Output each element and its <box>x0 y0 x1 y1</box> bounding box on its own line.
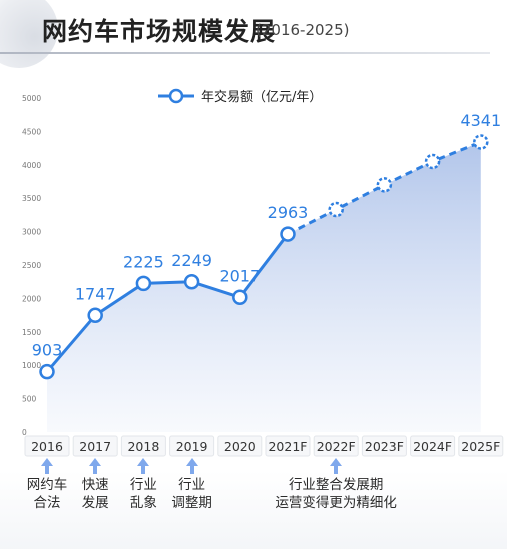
x-tick-label: 2021F <box>268 439 307 454</box>
milestone: 行业 调整期 <box>162 458 222 512</box>
milestone-line1: 行业整合发展期 <box>288 477 384 493</box>
milestone-line2: 发展 <box>81 495 109 511</box>
x-tick-box <box>169 435 215 457</box>
data-point <box>87 307 103 324</box>
data-point <box>280 226 296 242</box>
y-tick-label: 2500 <box>22 261 41 270</box>
x-tick-label: 2018 <box>127 439 159 454</box>
milestone-line1: 行业 <box>129 477 157 493</box>
x-tick-label: 2023F <box>365 439 404 454</box>
y-tick-label: 1000 <box>22 361 41 370</box>
up-arrow-icon <box>89 458 102 474</box>
x-tick-box <box>458 435 504 457</box>
data-point <box>376 177 393 193</box>
page-title: 网约车市场规模发展 <box>42 17 277 46</box>
x-tick-box <box>217 435 263 457</box>
data-label: 2017 <box>219 266 260 285</box>
y-tick-label: 1500 <box>22 328 41 337</box>
milestone-line1: 快速 <box>81 477 109 493</box>
milestone-line2: 调整期 <box>171 495 212 511</box>
data-point <box>135 275 152 292</box>
x-tick-label: 2024F <box>413 439 452 454</box>
bottom-background <box>0 470 507 549</box>
x-tick-label: 2025F <box>461 439 500 454</box>
data-point <box>424 153 441 170</box>
legend: 年交易额（亿元/年） <box>158 88 322 105</box>
data-point <box>39 363 55 380</box>
x-tick-label: 2019 <box>176 439 208 454</box>
title-divider <box>0 52 490 54</box>
up-arrow-icon <box>330 458 343 474</box>
title-area: 网约车市场规模发展 (2016-2025) <box>0 0 507 68</box>
data-label: 903 <box>32 341 63 360</box>
milestone-line2: 乱象 <box>129 495 157 511</box>
x-tick-label: 2022F <box>317 439 356 454</box>
x-tick-label: 2016 <box>31 439 63 454</box>
data-label: 2249 <box>171 251 212 270</box>
milestone: 行业 乱象 <box>113 458 173 512</box>
x-tick-box <box>313 435 359 457</box>
area-fill <box>47 142 481 432</box>
x-tick-box <box>72 435 118 457</box>
y-tick-label: 4000 <box>22 161 41 170</box>
y-tick-label: 500 <box>22 395 37 404</box>
up-arrow-icon <box>185 458 198 474</box>
series-line-actual <box>45 233 290 373</box>
milestone: 快速 发展 <box>65 458 125 512</box>
up-arrow-icon <box>137 458 150 474</box>
x-tick-box <box>265 435 311 457</box>
legend-marker <box>168 88 184 104</box>
y-tick-label: 2000 <box>22 294 41 303</box>
x-tick-box <box>410 435 456 457</box>
milestone: 行业整合发展期 运营变得更为精细化 <box>266 458 406 512</box>
milestone-line1: 行业 <box>178 477 206 493</box>
milestone-line2: 运营变得更为精细化 <box>275 495 397 511</box>
milestone: 网约车 合法 <box>17 458 77 512</box>
x-tick-box <box>361 435 407 457</box>
y-tick-label: 5000 <box>22 94 41 103</box>
data-point <box>328 201 344 218</box>
up-arrow-icon <box>41 458 53 474</box>
x-tick-label: 2017 <box>79 439 111 454</box>
milestone-line2: 合法 <box>33 495 61 511</box>
y-tick-label: 4500 <box>22 127 41 136</box>
x-tick-box <box>120 435 166 457</box>
data-label: 2225 <box>123 252 164 271</box>
chart: 年交易额（亿元/年）500045004000350030002500200015… <box>22 88 504 457</box>
y-tick-label: 3500 <box>22 194 41 203</box>
data-point <box>473 134 489 150</box>
x-tick-label: 2020 <box>224 439 256 454</box>
y-tick-label: 3000 <box>22 228 41 237</box>
y-tick-label: 0 <box>22 428 27 437</box>
data-label: 4341 <box>460 111 501 130</box>
data-point <box>183 274 200 290</box>
x-tick-box <box>24 435 70 457</box>
data-label: 2963 <box>268 203 309 222</box>
page-subtitle: (2016-2025) <box>256 21 350 39</box>
milestone-line1: 网约车 <box>26 477 68 493</box>
data-label: 1747 <box>75 284 116 303</box>
data-point <box>232 289 248 306</box>
legend-label: 年交易额（亿元/年） <box>201 89 322 105</box>
